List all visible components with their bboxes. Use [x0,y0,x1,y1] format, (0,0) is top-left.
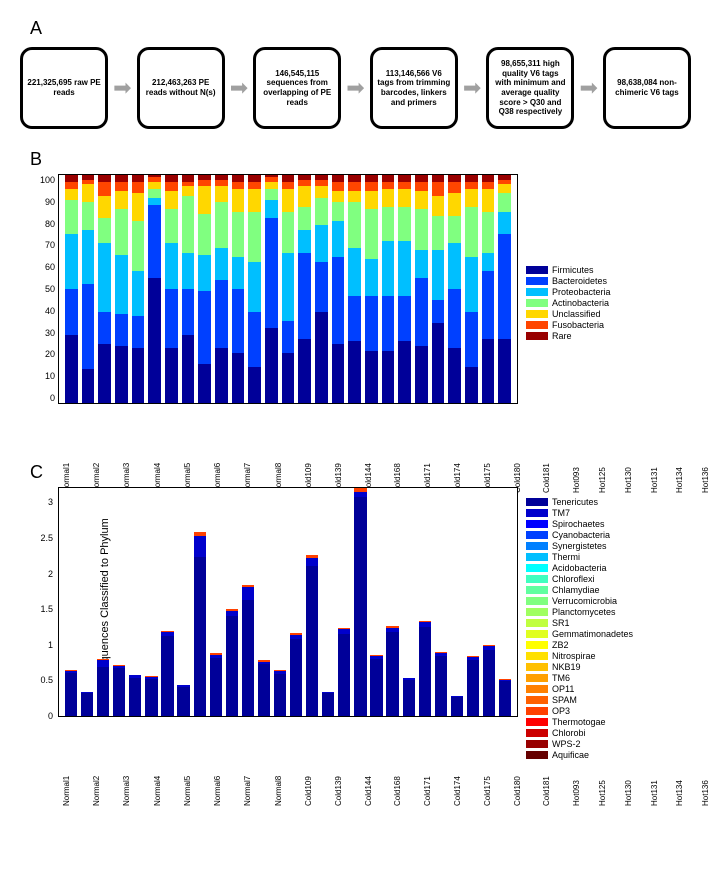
chart-b-xticks: Normal1Normal2Normal3Normal4Normal5Norma… [58,451,518,460]
chart-c-yticks: 00.511.522.53 [33,488,55,716]
chart-c-area: %Sequences Classified to Phylum 00.511.5… [58,487,518,767]
flow-box-1: 221,325,695 raw PE reads [20,47,108,129]
chart-b-wrap: %Sequences Classified to Phylum 01020304… [10,174,701,454]
chart-c-legend: TenericutesTM7SpirochaetesCyanobacteriaS… [526,487,633,761]
flow-box-2: 212,463,263 PE reads without N(s) [137,47,225,129]
flow-box-5: 98,655,311 high quality V6 tags with min… [486,47,574,129]
chart-c-bars [59,488,517,716]
flow-box-6: 98,638,084 non-chimeric V6 tags [603,47,691,129]
chart-c-wrap: %Sequences Classified to Phylum 00.511.5… [10,487,701,767]
chart-c-plot: %Sequences Classified to Phylum 00.511.5… [58,487,518,717]
flow-arrow: ➡ [346,75,364,101]
chart-b-bars [59,175,517,403]
chart-c-xticks: Normal1Normal2Normal3Normal4Normal5Norma… [58,764,518,773]
chart-b-yticks: 0102030405060708090100 [33,175,55,403]
chart-b-area: %Sequences Classified to Phylum 01020304… [58,174,518,454]
flowchart: 221,325,695 raw PE reads ➡ 212,463,263 P… [10,43,701,141]
flow-box-4: 113,146,566 V6 tags from trimming barcod… [370,47,458,129]
flow-arrow: ➡ [579,75,597,101]
flow-arrow: ➡ [463,75,481,101]
panel-b-label: B [30,149,701,170]
flow-box-3: 146,545,115 sequences from overlapping o… [253,47,341,129]
flow-arrow: ➡ [113,75,131,101]
panel-a-label: A [30,18,701,39]
chart-b-legend: FirmicutesBacteroidetesProteobacteriaAct… [526,255,611,342]
flow-arrow: ➡ [230,75,248,101]
chart-b-plot: %Sequences Classified to Phylum 01020304… [58,174,518,404]
